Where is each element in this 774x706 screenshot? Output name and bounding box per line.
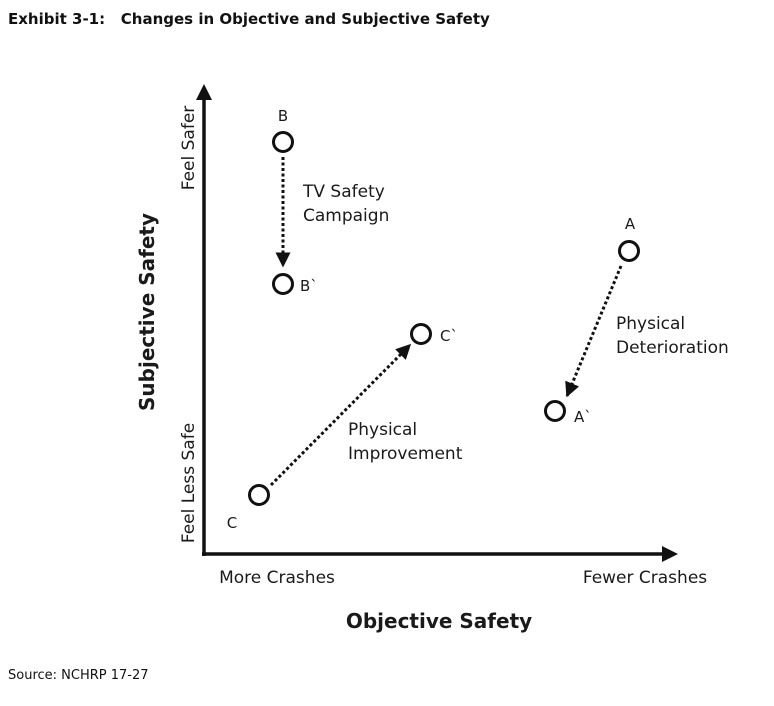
y-axis-arrowhead	[196, 84, 212, 100]
x-axis-title: Objective Safety	[346, 609, 532, 633]
exhibit-title: Exhibit 3-1: Changes in Objective and Su…	[8, 10, 490, 28]
point-b-prime-label: B`	[300, 277, 318, 295]
x-axis-high-label: Fewer Crashes	[583, 568, 707, 588]
y-axis-low-label: Feel Less Safe	[179, 423, 199, 543]
point-a-prime-marker	[544, 400, 566, 422]
source-note: Source: NCHRP 17-27	[8, 668, 149, 683]
point-a-marker	[618, 240, 640, 262]
physical-improvement-arrow	[269, 343, 412, 487]
point-c-prime-marker	[410, 323, 432, 345]
physical-deterioration-arrow	[565, 265, 623, 398]
point-a-prime-label: A`	[574, 408, 592, 426]
x-axis-low-label: More Crashes	[219, 568, 335, 588]
point-c-marker	[248, 484, 270, 506]
point-a-label: A	[625, 215, 636, 233]
y-axis-high-label: Feel Safer	[179, 106, 199, 191]
y-axis-title: Subjective Safety	[135, 213, 159, 411]
tv-campaign-label-line2: Campaign	[303, 206, 389, 226]
physical-improvement-label-line1: Physical	[348, 420, 417, 440]
point-c-prime-label: C`	[440, 327, 458, 345]
physical-improvement-label-line2: Improvement	[348, 444, 463, 464]
physical-deterioration-label-line2: Deterioration	[616, 338, 729, 358]
x-axis-arrowhead	[662, 546, 678, 562]
point-b-marker	[272, 131, 294, 153]
point-b-prime-marker	[272, 273, 294, 295]
point-b-label: B	[278, 107, 288, 125]
point-c-label: C	[227, 514, 237, 532]
tv-campaign-label-line1: TV Safety	[302, 182, 385, 202]
physical-deterioration-label-line1: Physical	[616, 314, 685, 334]
